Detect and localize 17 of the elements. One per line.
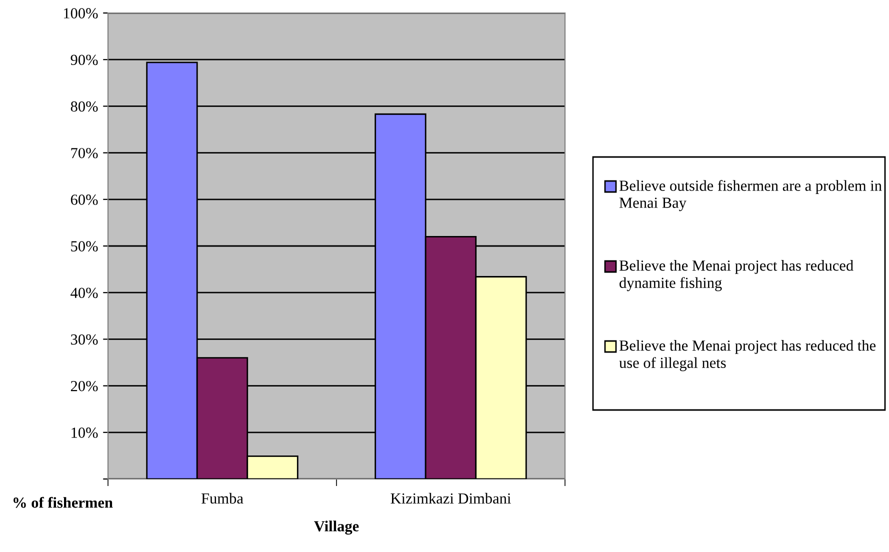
x-tick-label: Fumba bbox=[201, 492, 244, 504]
y-axis-title: % of fishermen bbox=[14, 496, 113, 508]
x-axis-title: Village bbox=[314, 520, 359, 535]
y-tick-label: 90% bbox=[70, 54, 98, 66]
x-tick-label: Kizimkazi Dimbani bbox=[390, 492, 511, 504]
y-tick-label: 100% bbox=[64, 8, 98, 18]
y-tick-label: 80% bbox=[70, 101, 98, 112]
y-tick-label: 60% bbox=[70, 194, 98, 205]
legend-label: Believe the Menai project has reduced dynamite fishing bbox=[619, 260, 854, 292]
legend-label: Believe the Menai project has reduced the use of illegal nets bbox=[619, 340, 876, 372]
y-tick-label: 50% bbox=[71, 241, 98, 252]
y-tick-label: 70% bbox=[71, 148, 98, 158]
y-tick-label: 20% bbox=[70, 380, 98, 392]
y-tick-label: 40% bbox=[70, 288, 98, 298]
y-tick-label: 10% bbox=[72, 428, 98, 438]
y-tick-label: 30% bbox=[71, 334, 98, 345]
legend-label: Believe outside fishermen are a problem in Menai Bay bbox=[619, 180, 882, 212]
